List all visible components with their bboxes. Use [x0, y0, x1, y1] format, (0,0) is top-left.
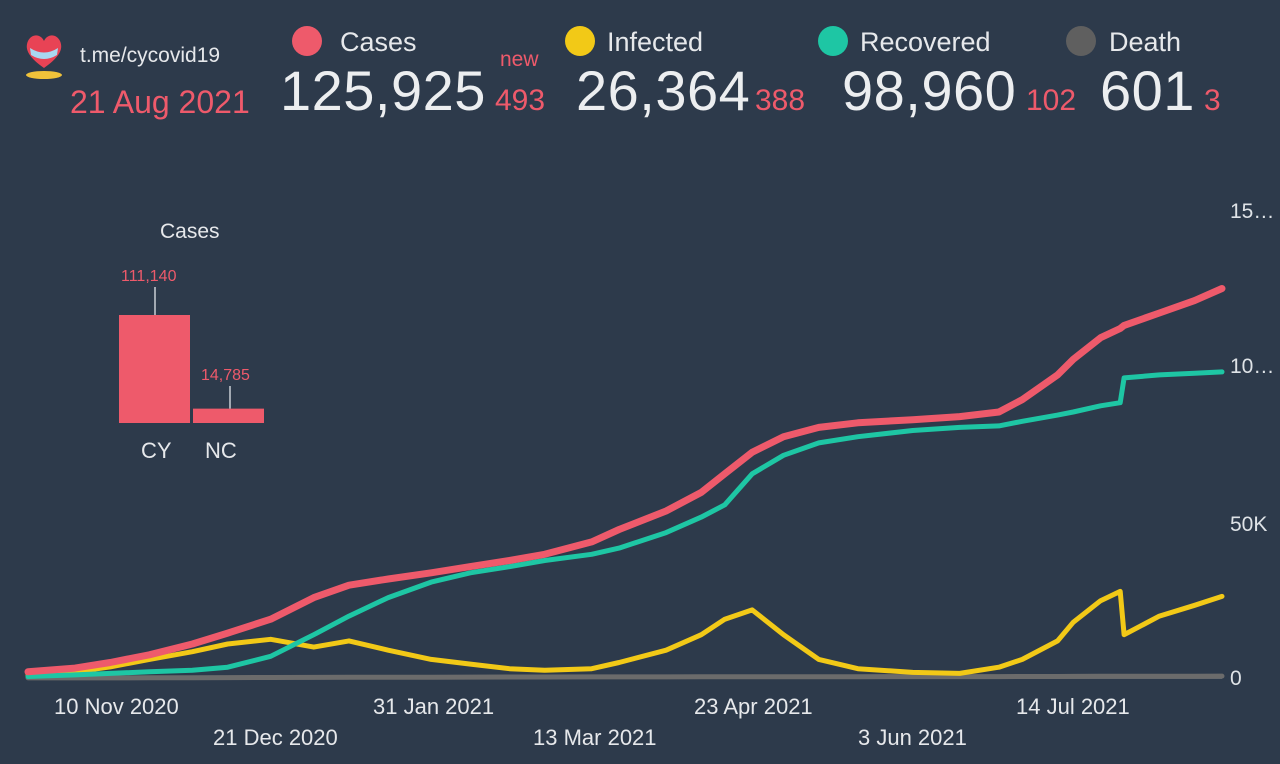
- infected-delta: 388: [755, 84, 806, 117]
- cases-legend-dot: [292, 26, 322, 56]
- x-tick-23-apr-2021: 23 Apr 2021: [694, 694, 813, 719]
- infected-value: 26,364: [576, 59, 751, 122]
- new-label: new: [500, 48, 539, 71]
- nc-category-label: NC: [205, 438, 237, 463]
- nc-value-label: 14,785: [201, 367, 250, 384]
- x-tick-14-jul-2021: 14 Jul 2021: [1016, 694, 1130, 719]
- infected-legend-dot: [565, 26, 595, 56]
- heart-mask-logo-icon: [22, 30, 66, 82]
- cy-value-label: 111,140: [121, 268, 177, 285]
- report-date: 21 Aug 2021: [70, 84, 250, 120]
- bar-cy: [119, 315, 190, 423]
- recovered-value: 98,960: [842, 59, 1017, 122]
- x-tick-21-dec-2020: 21 Dec 2020: [213, 725, 338, 750]
- cy-category-label: CY: [141, 438, 172, 463]
- channel-link[interactable]: t.me/cycovid19: [80, 44, 221, 67]
- infected-label: Infected: [607, 27, 704, 57]
- death-value: 601: [1100, 59, 1195, 122]
- series-line-death: [25, 673, 1225, 681]
- mini-chart-title: Cases: [160, 220, 220, 243]
- x-tick-3-jun-2021: 3 Jun 2021: [858, 725, 967, 750]
- death-delta: 3: [1204, 84, 1221, 117]
- y-tick-150k: 15…: [1230, 200, 1275, 223]
- series-line-recovered: [25, 369, 1225, 679]
- x-tick-13-mar-2021: 13 Mar 2021: [533, 725, 657, 750]
- death-label: Death: [1109, 27, 1182, 57]
- recovered-label: Recovered: [860, 27, 991, 57]
- recovered-delta: 102: [1026, 84, 1077, 117]
- cases-label: Cases: [340, 27, 417, 57]
- cases-value: 125,925: [280, 59, 486, 122]
- cases-delta: 493: [495, 84, 546, 117]
- x-tick-10-nov-2020: 10 Nov 2020: [54, 694, 179, 719]
- y-tick-50k: 50K: [1230, 513, 1268, 536]
- death-legend-dot: [1066, 26, 1096, 56]
- y-tick-0: 0: [1230, 667, 1242, 690]
- series-line-infected: [25, 588, 1225, 678]
- bar-nc: [193, 408, 264, 423]
- y-tick-100k: 10…: [1230, 355, 1275, 378]
- x-tick-31-jan-2021: 31 Jan 2021: [373, 694, 495, 719]
- series-line-cases: [24, 285, 1226, 676]
- recovered-legend-dot: [818, 26, 848, 56]
